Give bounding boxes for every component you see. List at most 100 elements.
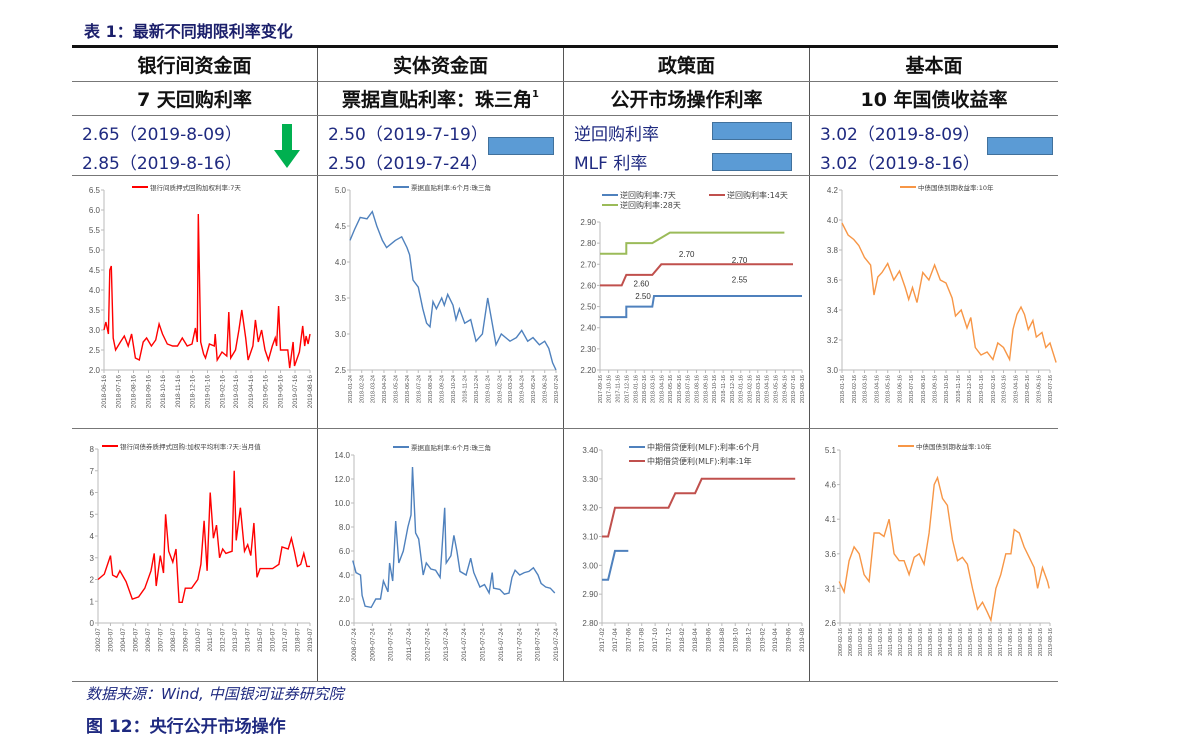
y-tick-label: 3.6 xyxy=(827,276,839,285)
y-tick-label: 6 xyxy=(90,489,95,498)
x-tick-label: 2018-07-24 xyxy=(535,628,542,662)
y-tick-label: 10.0 xyxy=(334,499,350,508)
subheader-7d-repo: 7 天回购利率 xyxy=(72,82,318,115)
x-tick-label: 2017-02 xyxy=(599,628,606,652)
y-tick-label: 3.8 xyxy=(827,246,839,255)
x-tick-label: 2019-04-24 xyxy=(520,375,526,403)
values-10y-yield: 3.02（2019-8-09） 3.02（2019-8-16） xyxy=(810,116,1058,175)
x-tick-label: 2018-02-16 xyxy=(642,375,648,403)
x-tick-label: 2017-02-16 xyxy=(998,628,1004,656)
x-tick-label: 2019-06-24 xyxy=(543,375,549,403)
x-tick-label: 2017-09-16 xyxy=(598,375,604,403)
chart-bill-rate-history: 0.0 2.0 4.0 6.0 8.0 10.0 12.0 14.0 2008-07-24 200… xyxy=(334,443,560,662)
chart-10y-yield-history: 2.6 3.1 3.6 4.1 4.6 5.1 2009-02-16 2009-08-16 20… xyxy=(825,442,1054,656)
data-label: 2.50 xyxy=(635,292,651,301)
chart-cell: 0 1 2 3 4 5 6 7 8 2002-07 2003-07 2004-07 2005-07 200… xyxy=(72,429,318,681)
x-tick-label: 2018-05-16 xyxy=(668,375,674,403)
series-line xyxy=(97,470,310,603)
next-figure-caption: 图 12：央行公开市场操作 xyxy=(86,717,286,737)
y-tick-label: 3.5 xyxy=(89,306,101,315)
x-tick-label: 2009-07-24 xyxy=(369,628,376,662)
legend-label: 银行间债券质押式回购:加权平均利率:7天:当月值 xyxy=(120,442,261,451)
x-tick-label: 2012-02-16 xyxy=(898,628,904,656)
x-tick-label: 2017-11-16 xyxy=(616,375,622,403)
x-tick-label: 2019-02-16 xyxy=(991,375,997,403)
legend-label: 票据直贴利率:6个月:珠三角 xyxy=(411,183,491,192)
header-interbank: 银行间资金面 xyxy=(72,48,318,81)
x-tick-label: 2018-09-24 xyxy=(440,375,446,403)
x-tick-label: 2010-07 xyxy=(195,628,202,652)
x-tick-label: 2019-07-24 xyxy=(553,628,560,662)
x-tick-label: 2014-02-16 xyxy=(938,628,944,656)
x-tick-label: 2018-06-24 xyxy=(405,375,411,403)
x-tick-label: 2011-08-16 xyxy=(888,628,894,656)
y-tick-label: 4.5 xyxy=(89,266,101,275)
values-omo-rate: 逆回购利率 MLF 利率 xyxy=(564,116,810,175)
y-tick-label: 3.4 xyxy=(827,306,839,315)
x-tick-label: 2019-06-16 xyxy=(1037,375,1043,403)
x-tick-label: 2017-07 xyxy=(282,628,289,652)
x-tick-label: 2017-08-16 xyxy=(1008,628,1014,656)
series-line xyxy=(602,477,796,538)
data-label: 2.70 xyxy=(732,256,748,265)
values-row: 2.65（2019-8-09） 2.85（2019-8-16） 2.50（201… xyxy=(72,116,1058,176)
y-tick-label: 2.0 xyxy=(89,366,101,375)
x-tick-label: 2018-06-16 xyxy=(898,375,904,403)
legend-label: 中期借贷便利(MLF):利率:1年 xyxy=(647,456,752,466)
y-tick-label: 4.2 xyxy=(827,186,839,195)
x-tick-label: 2018-05-16 xyxy=(886,375,892,403)
x-tick-label: 2018-07-16 xyxy=(909,375,915,403)
x-tick-label: 2019-03-16 xyxy=(756,375,762,403)
x-tick-label: 2018-12-24 xyxy=(474,375,480,403)
y-tick-label: 5 xyxy=(90,510,95,519)
x-tick-label: 2019-08-16 xyxy=(800,375,806,403)
x-tick-label: 2019-08-16 xyxy=(1048,628,1054,656)
x-tick-label: 2003-07 xyxy=(107,628,114,652)
x-tick-label: 2013-07-24 xyxy=(443,628,450,662)
x-tick-label: 2019-02-16 xyxy=(219,375,226,409)
x-tick-label: 2018-08-16 xyxy=(921,375,927,403)
series-line xyxy=(838,475,1050,623)
x-tick-label: 2019-05-16 xyxy=(773,375,779,403)
x-tick-label: 2013-02-16 xyxy=(918,628,924,656)
chart-10y-yield-recent: 3.0 3.2 3.4 3.6 3.8 4.0 4.2 2018-01-16 2018-02-1… xyxy=(827,183,1057,403)
y-tick-label: 4 xyxy=(90,532,95,541)
y-tick-label: 5.0 xyxy=(335,186,347,195)
y-tick-label: 6.5 xyxy=(89,186,101,195)
flat-indicator-box xyxy=(488,137,554,155)
x-tick-label: 2017-06 xyxy=(625,628,632,652)
legend-label: 逆回购利率:14天 xyxy=(727,190,788,200)
x-tick-label: 2018-04-24 xyxy=(382,375,388,403)
y-tick-label: 12.0 xyxy=(334,475,350,484)
x-tick-label: 2018-12-16 xyxy=(730,375,736,403)
x-tick-label: 2018-08 xyxy=(719,628,726,652)
legend-label: 逆回购利率:28天 xyxy=(620,200,681,210)
x-tick-label: 2018-09-16 xyxy=(933,375,939,403)
x-tick-label: 2009-02-16 xyxy=(838,628,844,656)
x-tick-label: 2018-10-24 xyxy=(451,375,457,403)
x-tick-label: 2008-07 xyxy=(170,628,177,652)
x-tick-label: 2012-08-16 xyxy=(908,628,914,656)
x-tick-label: 2018-05-24 xyxy=(393,375,399,403)
x-tick-label: 2017-04 xyxy=(612,628,619,652)
x-tick-label: 2019-07-16 xyxy=(1048,375,1054,403)
flat-indicator-box xyxy=(712,153,792,171)
x-tick-label: 2018-11-16 xyxy=(956,375,962,403)
x-tick-label: 2017-10 xyxy=(652,628,659,652)
y-tick-label: 2.30 xyxy=(580,345,596,354)
x-tick-label: 2014-07-24 xyxy=(461,628,468,662)
x-tick-label: 2010-08-16 xyxy=(868,628,874,656)
x-tick-label: 2018-06 xyxy=(705,628,712,652)
x-tick-label: 2018-01-16 xyxy=(633,375,639,403)
x-tick-label: 2006-07 xyxy=(145,628,152,652)
x-tick-label: 2019-03-24 xyxy=(508,375,514,403)
value-line: 2.65（2019-8-09） xyxy=(82,125,242,145)
y-tick-label: 3.2 xyxy=(827,336,839,345)
y-tick-label: 3.40 xyxy=(582,446,598,455)
series-line xyxy=(103,213,311,369)
x-tick-label: 2019-03-16 xyxy=(233,375,240,409)
x-tick-label: 2014-07 xyxy=(245,628,252,652)
x-tick-label: 2019-06-16 xyxy=(278,375,285,409)
x-tick-label: 2018-07-16 xyxy=(116,375,123,409)
values-bill-rate: 2.50（2019-7-19） 2.50（2019-7-24） xyxy=(318,116,564,175)
